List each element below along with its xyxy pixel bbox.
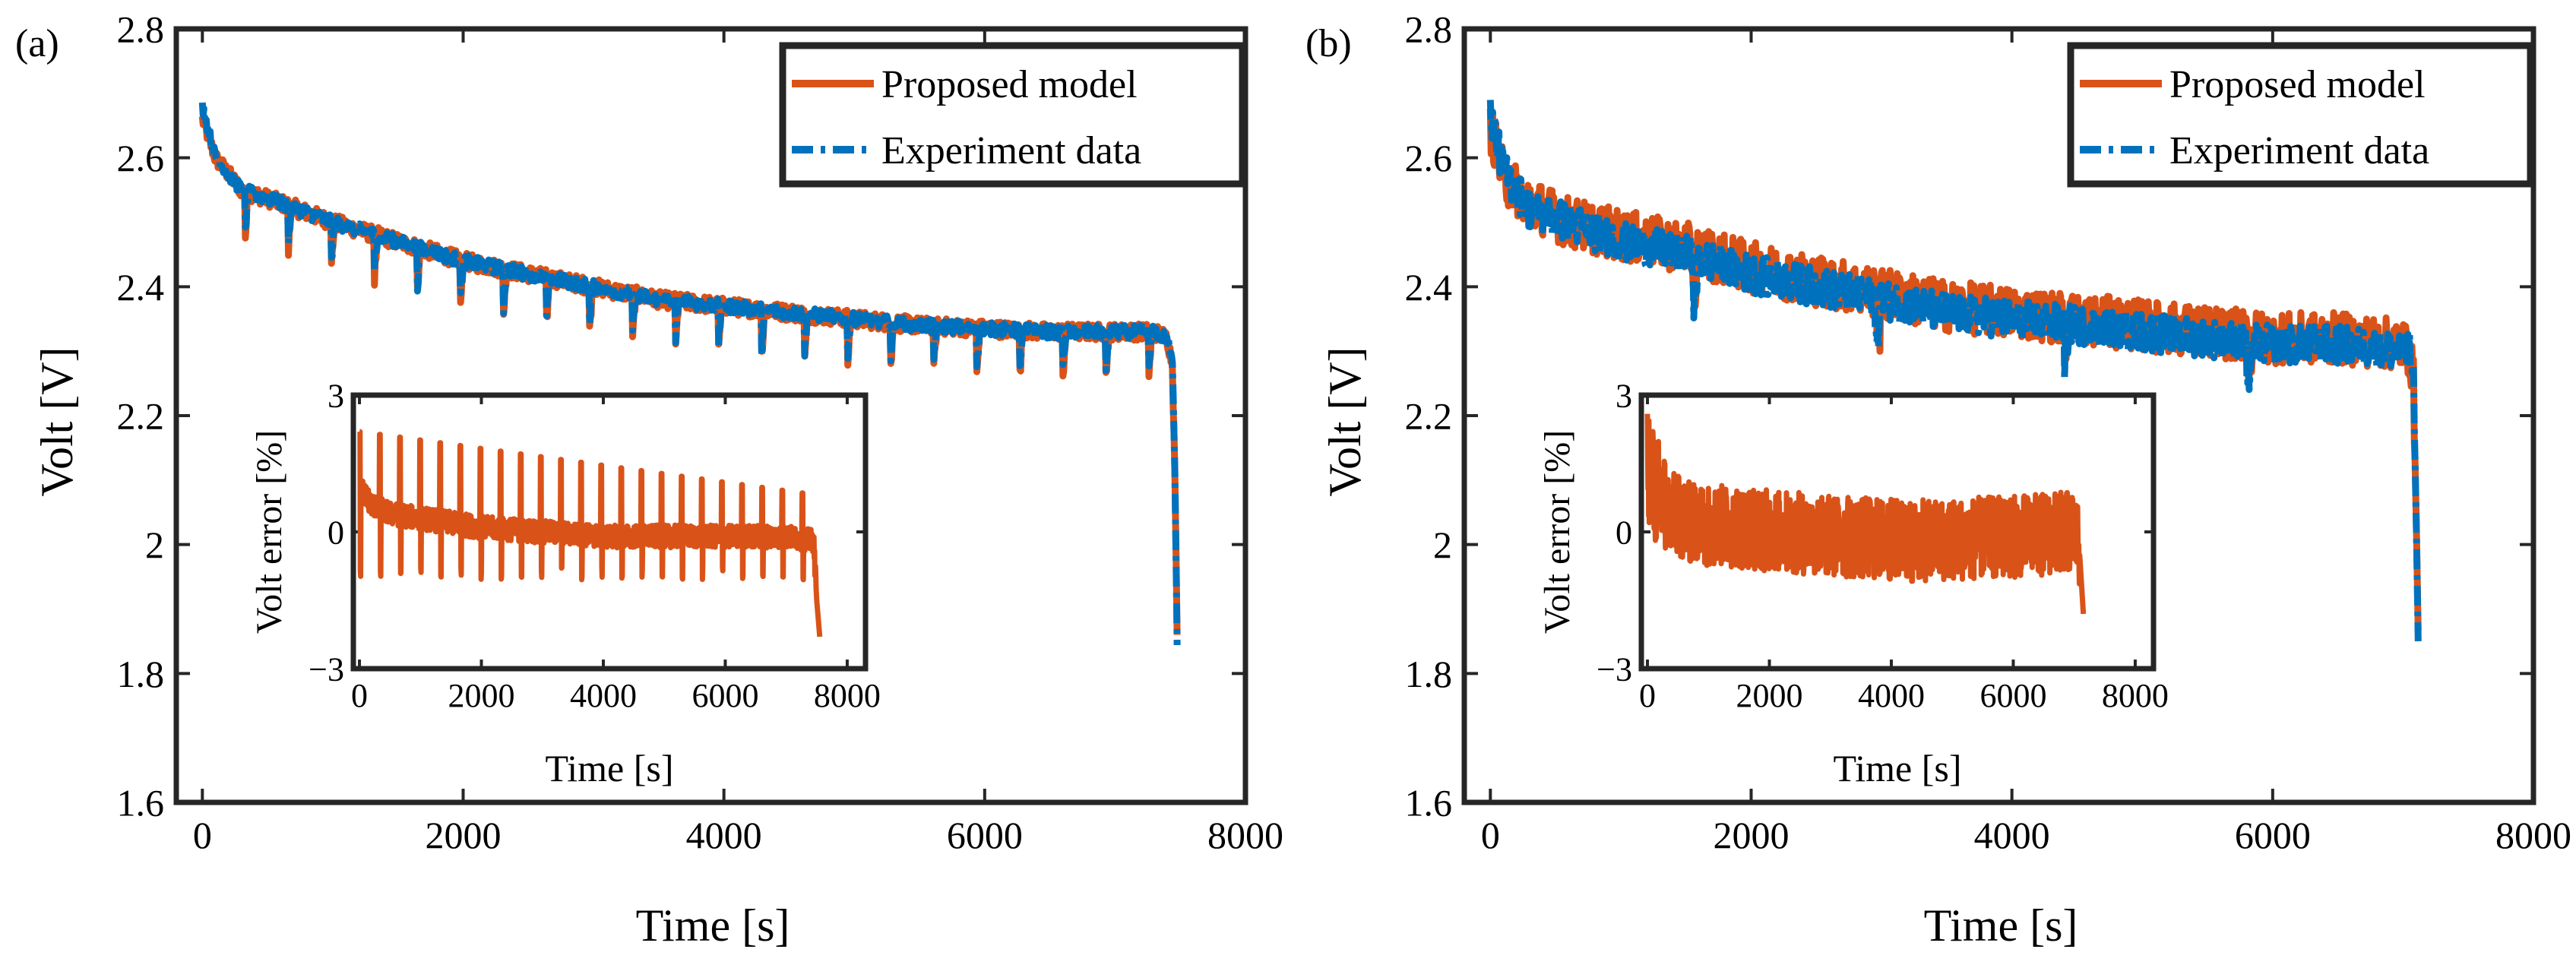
panel-a-xtick-label: 2000	[425, 814, 501, 856]
panel-a-inset-ytick-label: 3	[328, 377, 344, 414]
panel-b-xlabel: Time [s]	[1924, 900, 2078, 951]
panel-a-label: (a)	[15, 22, 59, 65]
panel-a-inset-series-error	[356, 429, 823, 638]
panel-a-legend-label-experiment: Experiment data	[881, 129, 1141, 172]
panel-b-series-experiment	[1486, 100, 2422, 641]
panel-a-inset-xtick-label: 4000	[570, 677, 637, 714]
panel-b-inset-xtick-label: 2000	[1736, 677, 1803, 714]
panel-b-ytick-label: 1.6	[1405, 782, 1453, 824]
panel-b-ytick-label: 2.2	[1405, 395, 1453, 438]
panel-a-xtick-label: 4000	[686, 814, 762, 856]
panel-a-inset: 0 2000 4000 6000 8000−303	[309, 377, 881, 714]
panel-b-legend-box	[2067, 42, 2534, 188]
panel-a-inset-ytick-label: −3	[309, 650, 344, 688]
panel-a-legend-label-model: Proposed model	[881, 63, 1138, 106]
panel-a-inset-xtick-label: 2000	[448, 677, 515, 714]
panel-b-legend-label-model: Proposed model	[2169, 63, 2426, 106]
panel-a-legend: Proposed model Experiment data	[779, 42, 1246, 188]
panel-b-inset-xtick-label: 6000	[1979, 677, 2046, 714]
panel-a-xlabel: Time [s]	[636, 900, 790, 951]
panel-b-inset-xtick-label: 0	[1639, 677, 1656, 714]
panel-a-inset-ytick-label: 0	[328, 514, 344, 551]
panel-a-xtick-label: 6000	[947, 814, 1023, 856]
panel-a-inset-xtick-label: 0	[351, 677, 368, 714]
panel-b-xtick-label: 4000	[1974, 814, 2050, 856]
panel-b-chart: (b) 0 2000 4000 6000 8000 1.6 1.8 2 2.2 2.4 2.6 2.8…	[1305, 8, 2571, 951]
panel-a-ytick-label: 2	[145, 524, 164, 566]
panel-b-xtick-label: 0	[1481, 814, 1500, 856]
panel-b-xtick-label: 8000	[2495, 814, 2571, 856]
panel-b-frame	[1461, 26, 2536, 805]
panel-a-inset-ylabel: Volt error [%]	[249, 430, 290, 634]
panel-a-chart: (a) 0 2000 4000 6000 8000 1.6 1.8 2 2.2 2.4 2.6 2.8…	[15, 8, 1283, 951]
panel-b-inset-xtick-label: 8000	[2102, 677, 2169, 714]
panel-b-xtick-label: 2000	[1713, 814, 1789, 856]
panel-b-ytick-label: 1.8	[1405, 653, 1453, 695]
panel-a-series-experiment	[198, 102, 1181, 646]
panel-a-ytick-label: 1.6	[117, 782, 165, 824]
panel-b-ylabel: Volt [V]	[1320, 346, 1370, 496]
panel-a-ytick-label: 2.8	[117, 8, 165, 51]
panel-a-frame	[173, 26, 1248, 805]
panel-b-inset-frame	[1638, 392, 2157, 672]
panel-b-inset-ytick-label: 0	[1616, 514, 1632, 551]
panel-a-legend-box	[779, 42, 1246, 188]
panel-b-inset-ylabel: Volt error [%]	[1537, 430, 1578, 634]
panel-a-ytick-label: 1.8	[117, 653, 165, 695]
panel-b-ytick-label: 2.8	[1405, 8, 1453, 51]
panel-b-ytick-label: 2	[1433, 524, 1452, 566]
panel-a-ytick-label: 2.6	[117, 137, 165, 179]
panel-b-inset-xtick-label: 4000	[1858, 677, 1925, 714]
panel-a-ytick-label: 2.2	[117, 395, 165, 438]
panel-a-xtick-label: 0	[193, 814, 212, 856]
panel-b-inset-series-error	[1644, 413, 2087, 615]
panel-b-ytick-label: 2.4	[1405, 266, 1453, 308]
panel-b-legend: Proposed model Experiment data	[2067, 42, 2534, 188]
panel-a-inset-xlabel: Time [s]	[545, 747, 673, 789]
panel-a-ylabel: Volt [V]	[32, 346, 82, 496]
panel-b-label: (b)	[1305, 22, 1352, 65]
panel-a-inset-xtick-label: 6000	[691, 677, 758, 714]
panel-b-ytick-label: 2.6	[1405, 137, 1453, 179]
panel-a-xtick-label: 8000	[1207, 814, 1283, 856]
panel-a-inset-xtick-label: 8000	[814, 677, 881, 714]
panel-b-inset-ytick-label: −3	[1597, 650, 1632, 688]
panel-a-ytick-label: 2.4	[117, 266, 165, 308]
panel-a-inset-frame	[350, 392, 869, 672]
panel-b-inset-xlabel: Time [s]	[1833, 747, 1961, 789]
panel-b-legend-label-experiment: Experiment data	[2169, 129, 2429, 172]
panel-b-inset-ytick-label: 3	[1616, 377, 1632, 414]
panel-b-xtick-label: 6000	[2235, 814, 2311, 856]
panel-b-inset: 0 2000 4000 6000 8000−303	[1597, 377, 2169, 714]
